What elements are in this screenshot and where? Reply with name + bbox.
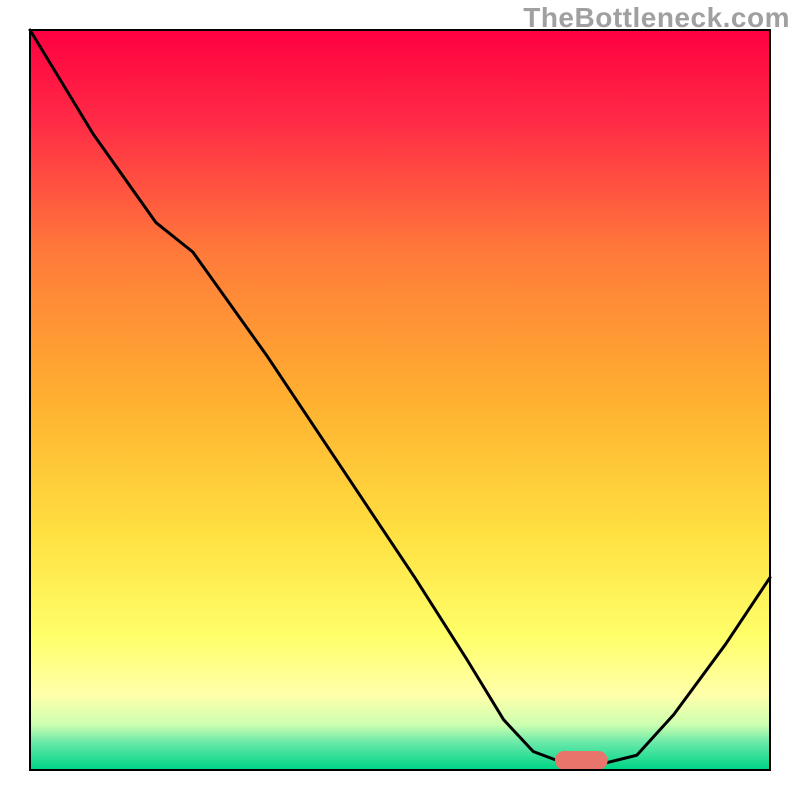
watermark-text: TheBottleneck.com bbox=[523, 2, 790, 34]
chart-container: TheBottleneck.com bbox=[0, 0, 800, 800]
optimum-marker bbox=[555, 752, 607, 770]
chart-background bbox=[31, 31, 769, 769]
bottleneck-chart bbox=[0, 0, 800, 800]
